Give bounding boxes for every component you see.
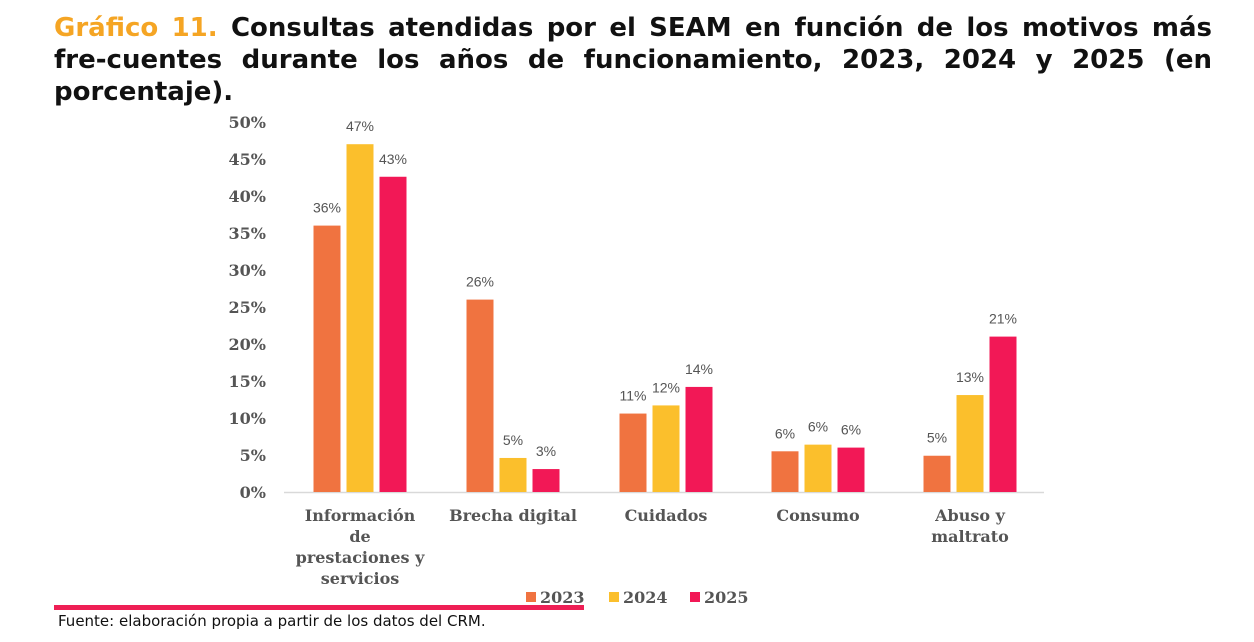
y-tick-label: 5%	[240, 446, 266, 465]
y-tick-label: 0%	[240, 483, 266, 502]
bar-2024-0	[346, 144, 374, 492]
data-label-2024-3: 6%	[808, 419, 828, 435]
legend-label-2023: 2023	[540, 588, 585, 607]
bar-2023-1	[466, 299, 494, 492]
y-tick-label: 25%	[229, 298, 266, 317]
legend-swatch-2025	[690, 592, 700, 602]
x-category-label-line: de	[349, 527, 370, 546]
legend-label-2024: 2024	[623, 588, 668, 607]
legend-swatch-2023	[526, 592, 536, 602]
y-tick-label: 30%	[229, 261, 266, 280]
data-label-2023-3: 6%	[775, 425, 795, 441]
x-category-label-line: servicios	[321, 569, 400, 588]
bar-2024-1	[499, 457, 527, 492]
x-category-label-line: prestaciones y	[296, 548, 425, 567]
legend-swatch-2024	[609, 592, 619, 602]
y-tick-label: 15%	[229, 372, 266, 391]
bar-2023-3	[771, 451, 799, 492]
data-label-2024-2: 12%	[652, 379, 680, 395]
data-label-2024-0: 47%	[346, 118, 374, 134]
data-label-2023-4: 5%	[927, 430, 947, 446]
data-label-2023-0: 36%	[313, 200, 341, 216]
bar-2025-2	[685, 386, 713, 492]
bar-2023-2	[619, 413, 647, 492]
bar-2023-0	[313, 225, 341, 492]
legend-label-2025: 2025	[704, 588, 749, 607]
x-category-label: Cuidados	[625, 506, 708, 525]
source-divider	[54, 605, 584, 610]
bar-2023-4	[923, 455, 951, 492]
x-category-label: Información de prestaciones y servicios	[296, 506, 425, 588]
data-label-2025-1: 3%	[536, 443, 556, 459]
x-category-label: Brecha digital	[449, 506, 577, 525]
x-category-label-line: Información	[305, 506, 416, 525]
bar-2025-3	[837, 447, 865, 492]
x-category-label-line: Brecha digital	[449, 506, 577, 525]
bar-2024-2	[652, 405, 680, 492]
data-label-2025-0: 43%	[379, 151, 407, 167]
bar-2024-3	[804, 444, 832, 492]
bar-2025-4	[989, 336, 1017, 492]
source-note: Fuente: elaboración propia a partir de l…	[58, 612, 486, 630]
figure-title-text: Consultas atendidas por el SEAM en funci…	[54, 13, 1212, 107]
y-tick-label: 50%	[229, 113, 266, 132]
data-label-2024-1: 5%	[503, 432, 523, 448]
bar-2024-4	[956, 395, 984, 492]
x-category-label: Consumo	[776, 506, 860, 525]
y-tick-label: 45%	[229, 150, 266, 169]
data-label-2024-4: 13%	[956, 369, 984, 385]
bar-2025-0	[379, 176, 407, 492]
figure-label: Gráfico 11.	[54, 13, 218, 43]
bar-2025-1	[532, 469, 560, 492]
data-label-2025-3: 6%	[841, 422, 861, 438]
chart-title: Gráfico 11. Consultas atendidas por el S…	[54, 12, 1212, 108]
y-tick-label: 40%	[229, 187, 266, 206]
x-category-label-line: Abuso y	[934, 506, 1005, 525]
x-category-label: Abuso y maltrato	[931, 506, 1009, 546]
x-category-label-line: Consumo	[776, 506, 860, 525]
data-label-2023-1: 26%	[466, 274, 494, 290]
y-tick-label: 20%	[229, 335, 266, 354]
y-tick-label: 10%	[229, 409, 266, 428]
x-category-label-line: Cuidados	[625, 506, 708, 525]
x-category-label-line: maltrato	[931, 527, 1009, 546]
data-label-2025-2: 14%	[685, 361, 713, 377]
y-tick-label: 35%	[229, 224, 266, 243]
data-label-2023-2: 11%	[620, 388, 647, 404]
data-label-2025-4: 21%	[989, 311, 1017, 327]
